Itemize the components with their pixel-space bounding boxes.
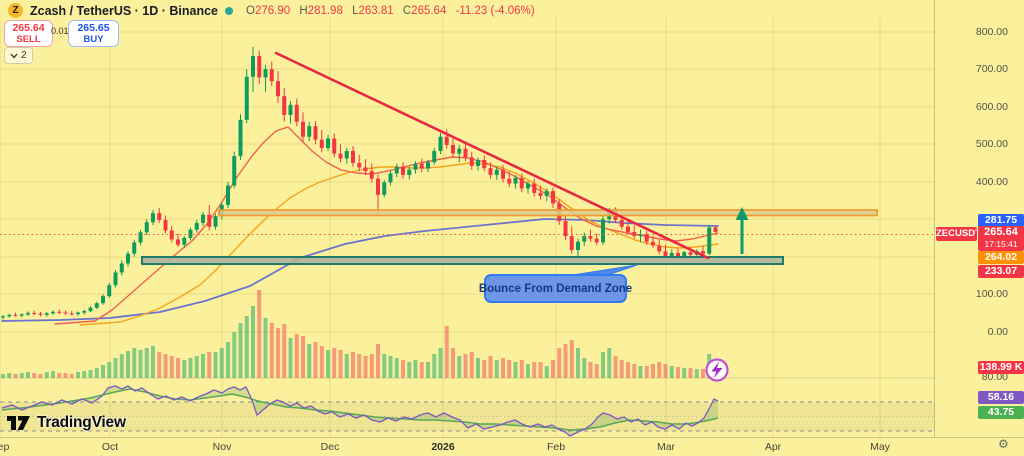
low-value: 263.81: [358, 4, 394, 17]
ma-red-price-label: 233.07: [978, 264, 1024, 278]
object-tree-count: 2: [21, 50, 27, 61]
price-axis-tick: 700.00: [975, 62, 1008, 75]
open-label: O: [246, 4, 255, 17]
symbol-title[interactable]: Zcash / TetherUS · 1D · Binance: [30, 3, 219, 18]
last-price-label: 265.64 17:15:41: [978, 226, 1024, 251]
ohlc-readout: O276.90 H281.98 L263.81 C265.64 -11.23 (…: [240, 5, 535, 17]
rsi-pane: [0, 401, 935, 432]
price-axis-tick: 400.00: [975, 175, 1008, 188]
symbol-price-tag: ZECUSDT: [936, 227, 981, 241]
rsi-ma-value-label: 43.75: [978, 406, 1024, 419]
time-axis-label: 2026: [431, 441, 455, 453]
open-value: 276.90: [254, 4, 291, 17]
market-status-icon: [225, 6, 234, 15]
time-axis-label: Feb: [546, 441, 566, 453]
axis-separators: [0, 0, 1024, 438]
price-axis-tick: 0.00: [987, 325, 1008, 338]
drawing-zones: [141, 209, 878, 265]
volume-bars: [0, 290, 935, 379]
time-axis-label: Mar: [656, 441, 676, 453]
time-axis-label: Sep: [0, 441, 10, 453]
gear-icon[interactable]: ⚙: [998, 437, 1009, 451]
bounce-annotation-callout[interactable]: Bounce From Demand Zone: [479, 274, 632, 303]
volume-value-label: 138.99 K: [978, 361, 1024, 374]
tradingview-logo-text: TradingView: [37, 414, 126, 431]
time-axis-label: Dec: [320, 441, 340, 453]
buy-label: BUY: [83, 33, 104, 45]
up-arrow-drawing[interactable]: [735, 207, 749, 254]
buy-button[interactable]: 265.65 BUY: [68, 20, 119, 47]
high-label: H: [299, 4, 308, 17]
object-tree-toggle[interactable]: 2: [4, 47, 33, 64]
buy-price: 265.65: [77, 21, 110, 34]
price-axis-tick: 800.00: [975, 25, 1008, 38]
symbol-header: Z Zcash / TetherUS · 1D · Binance O276.9…: [8, 2, 535, 19]
sell-price: 265.64: [12, 21, 45, 34]
change-value: -11.23 (-4.06%): [455, 4, 535, 17]
sell-button[interactable]: 265.64 SELL: [4, 20, 53, 47]
tradingview-mark-icon: [7, 415, 30, 430]
tradingview-logo[interactable]: TradingView: [6, 414, 126, 432]
descending-trendline[interactable]: [274, 51, 710, 260]
close-value: 265.64: [411, 4, 447, 17]
price-axis-tick: 100.00: [975, 287, 1008, 300]
time-axis-label: Nov: [212, 441, 232, 453]
close-label: C: [402, 4, 412, 17]
sell-label: SELL: [16, 33, 41, 45]
chevron-down-icon: [10, 53, 18, 59]
grid-lines: [0, 18, 935, 437]
time-axis-label: May: [870, 441, 890, 453]
rsi-value-label: 58.16: [978, 390, 1024, 404]
low-label: L: [352, 4, 359, 17]
price-axis-tick: 500.00: [975, 137, 1008, 150]
time-axis-label: Oct: [101, 441, 119, 453]
rsi-lines: [1, 385, 719, 437]
high-value: 281.98: [307, 4, 343, 17]
ma-orange-price-label: 264.02: [978, 251, 1024, 264]
lightning-icon[interactable]: [705, 358, 729, 382]
bar-countdown: 17:15:41: [984, 239, 1018, 249]
time-axis-label: Apr: [764, 441, 782, 453]
price-axis-tick: 600.00: [975, 100, 1008, 113]
zcash-logo-icon[interactable]: Z: [8, 3, 23, 18]
last-price-value: 265.64: [984, 226, 1018, 238]
ma-blue-price-label: 281.75: [978, 214, 1024, 227]
spread-value: 0.01: [51, 26, 69, 36]
